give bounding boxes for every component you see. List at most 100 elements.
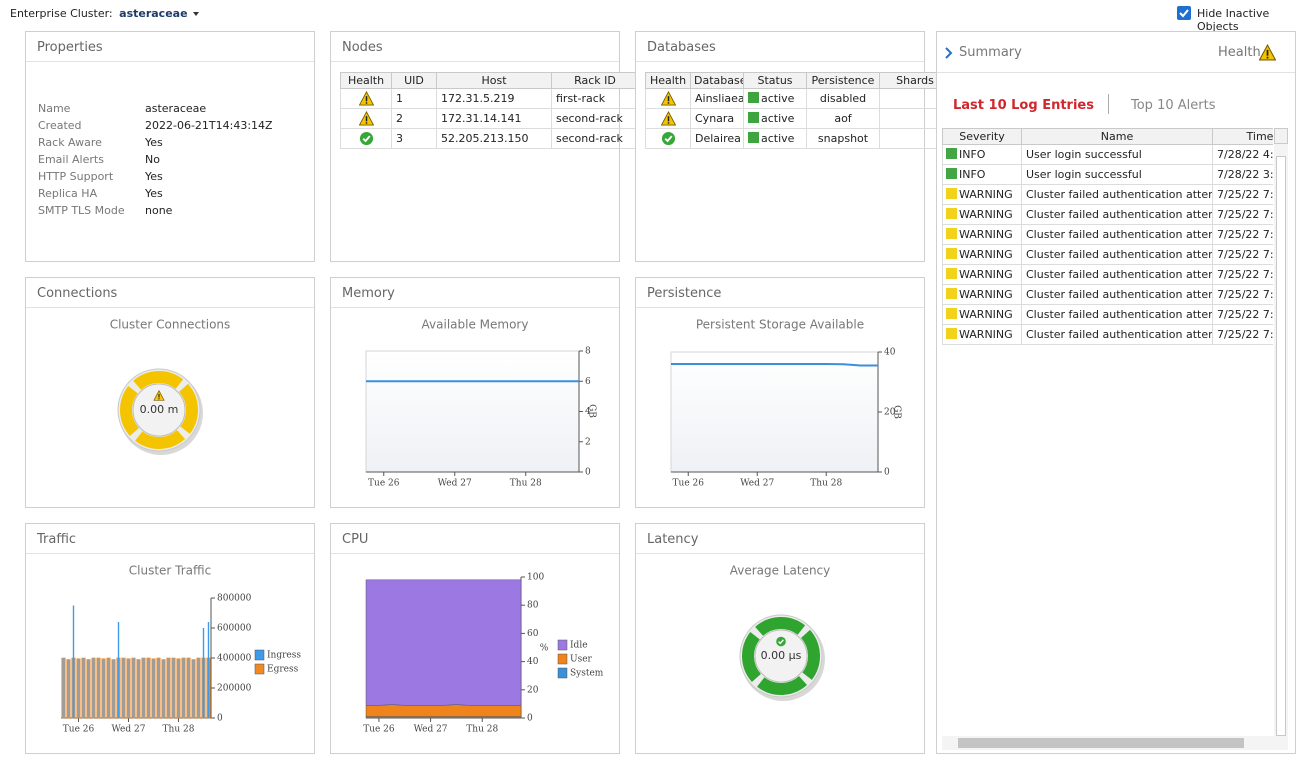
column-header[interactable]: UID — [391, 72, 437, 89]
axis-unit: GB — [587, 404, 597, 418]
time-cell: 7/25/22 7:56 PM — [1212, 324, 1273, 345]
property-label: HTTP Support — [38, 170, 114, 183]
checkbox[interactable] — [1177, 6, 1191, 20]
y-tick-label: 2 — [585, 437, 591, 447]
column-header[interactable]: Host — [436, 72, 552, 89]
scroll-thumb[interactable] — [958, 738, 1244, 748]
chart-title: Cluster Connections — [110, 318, 231, 332]
log-row[interactable]: WARNING Cluster failed authentication att… — [942, 224, 1273, 245]
column-header[interactable]: Health — [645, 72, 691, 89]
time-cell: 7/28/22 4:08 PM — [1212, 144, 1273, 165]
column-header[interactable]: Name — [1021, 128, 1213, 145]
x-tick-label: Tue 26 — [363, 725, 395, 735]
separator — [331, 553, 619, 554]
log-row[interactable]: WARNING Cluster failed authentication att… — [942, 284, 1273, 305]
severity-square — [946, 248, 957, 259]
dropdown-caret[interactable] — [193, 11, 201, 17]
line — [671, 363, 878, 367]
log-row[interactable]: WARNING Cluster failed authentication att… — [942, 244, 1273, 265]
cell-text: aof — [834, 112, 852, 125]
severity-text: INFO — [959, 168, 986, 181]
property-value: 2022-06-21T14:43:14Z — [145, 119, 273, 132]
cell-text: 52.205.213.150 — [441, 132, 529, 145]
egress-bar — [186, 657, 191, 719]
time-cell: 7/25/22 7:56 PM — [1212, 224, 1273, 245]
property-value: none — [145, 204, 173, 217]
cell: snapshot — [806, 128, 880, 149]
log-row[interactable]: WARNING Cluster failed authentication att… — [942, 304, 1273, 325]
menu-header[interactable] — [1274, 128, 1288, 144]
cell-text: second-rack — [556, 112, 623, 125]
name-cell: User login successful — [1021, 144, 1213, 165]
egress-bar — [171, 657, 176, 719]
exclamation — [365, 116, 367, 122]
gauge-value: 0.00 µs — [761, 649, 802, 662]
x-tick-label: Thu 28 — [810, 479, 842, 489]
severity-cell: INFO — [942, 144, 1022, 165]
column-header[interactable]: Health — [340, 72, 392, 89]
column-header[interactable]: Time — [1212, 128, 1273, 145]
property-label: Email Alerts — [38, 153, 104, 166]
log-table: Severity Name Time INFO User login successfu… — [942, 128, 1273, 345]
health-cell — [340, 128, 392, 149]
tab[interactable]: Top 10 Alerts — [1131, 98, 1216, 113]
severity-cell: WARNING — [942, 184, 1022, 205]
tab-active[interactable]: Last 10 Log Entries — [953, 98, 1094, 113]
check — [778, 639, 784, 645]
axis-unit: GB — [892, 405, 902, 419]
cell: 172.31.14.141 — [436, 108, 552, 129]
column-header[interactable]: Database — [690, 72, 744, 89]
area — [365, 704, 522, 717]
time-cell: 7/25/22 7:56 PM — [1212, 284, 1273, 305]
panel-title: CPU — [342, 532, 369, 547]
column-header[interactable]: Severity — [942, 128, 1022, 145]
circle — [359, 131, 373, 146]
collapse-chevron[interactable] — [945, 47, 953, 59]
plot-background — [365, 350, 580, 473]
severity-text: WARNING — [959, 248, 1013, 261]
chart: Cluster Traffic 0 200000 400000 600000 800000… — [61, 564, 301, 735]
egress-bar — [101, 658, 106, 719]
cell-text: 172.31.5.219 — [441, 92, 515, 105]
cell-text: second-rack — [556, 132, 623, 145]
circle — [661, 131, 675, 146]
y-tick-label: 800000 — [217, 594, 252, 604]
column-header[interactable]: Persistence — [806, 72, 880, 89]
panel-title: Persistence — [647, 286, 722, 301]
legend-label: System — [570, 669, 604, 679]
egress-bar — [91, 657, 96, 719]
x-tick-label: Wed 27 — [112, 725, 146, 735]
check-mark — [1179, 9, 1189, 18]
cell-text: 3 — [396, 132, 403, 145]
property-value: No — [145, 153, 160, 166]
egress-bar — [111, 659, 116, 719]
column-header[interactable]: Shards — [879, 72, 951, 89]
legend-label: Ingress — [267, 651, 301, 661]
name-cell: Cluster failed authentication attempt — [1021, 304, 1213, 325]
column-header[interactable]: Status — [743, 72, 807, 89]
health-cell — [645, 108, 691, 129]
cell: second-rack — [551, 108, 639, 129]
legend-label: Egress — [267, 665, 299, 675]
cluster-name[interactable]: asteraceae — [119, 7, 188, 20]
log-row[interactable]: WARNING Cluster failed authentication att… — [942, 324, 1273, 345]
tab-divider — [1108, 94, 1109, 114]
log-row[interactable]: WARNING Cluster failed authentication att… — [942, 264, 1273, 285]
horizontal-scrollbar[interactable] — [942, 736, 1288, 750]
log-row[interactable]: WARNING Cluster failed authentication att… — [942, 184, 1273, 205]
severity-cell: WARNING — [942, 244, 1022, 265]
scroll-thumb[interactable] — [1276, 156, 1286, 736]
cell-text: snapshot — [817, 132, 869, 145]
cell: first-rack — [551, 88, 639, 109]
separator — [331, 61, 619, 62]
check — [362, 135, 370, 143]
vertical-scrollbar[interactable] — [1274, 144, 1288, 736]
panel-title: Databases — [647, 40, 716, 55]
status-square — [748, 92, 759, 103]
gauge-ring — [120, 371, 198, 449]
checkbox-label[interactable]: Hide Inactive Objects — [1197, 7, 1270, 33]
column-header[interactable]: Rack ID — [551, 72, 639, 89]
log-row[interactable]: WARNING Cluster failed authentication att… — [942, 204, 1273, 225]
